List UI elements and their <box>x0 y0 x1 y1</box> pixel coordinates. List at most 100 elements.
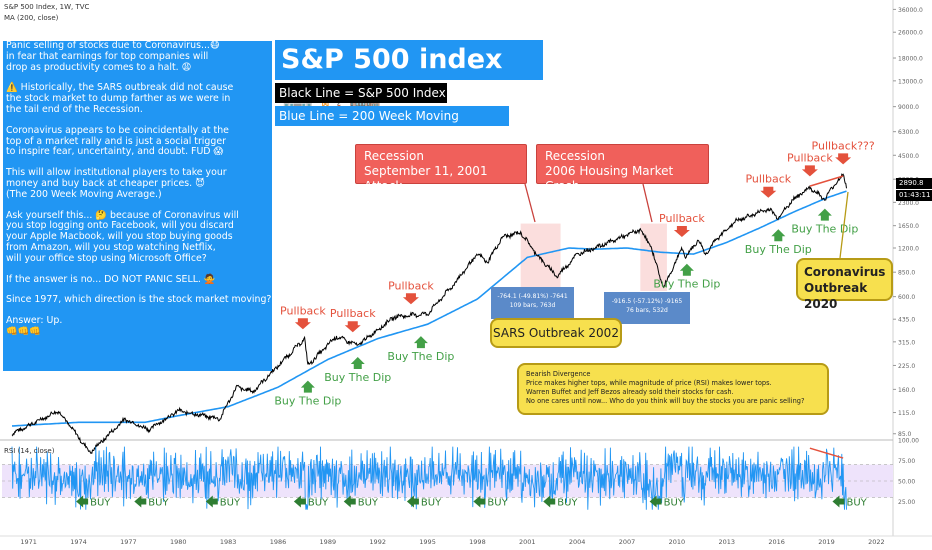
note-7: Since 1977, which direction is the stock… <box>6 294 272 306</box>
rsi-line <box>11 446 847 510</box>
x-tick-label: 2001 <box>519 538 536 546</box>
buy-dip-label: Buy The Dip <box>791 223 858 236</box>
x-tick-label: 1983 <box>220 538 237 546</box>
x-tick-label: 2019 <box>818 538 835 546</box>
recession-2001-line2: September 11, 2001 Attack <box>364 164 488 193</box>
buy-signal-arrow <box>293 495 306 508</box>
recession-2006-line1: Recession <box>545 149 605 163</box>
y-tick-label: 2300.0 <box>898 200 919 207</box>
y-tick-label: 225.0 <box>898 363 915 370</box>
buy-signal-arrow <box>649 495 662 508</box>
y-tick-label: 9000.0 <box>898 104 919 111</box>
y-tick-label: 850.0 <box>898 270 915 277</box>
bearish-divergence-note: Bearish Divergence Price makes higher to… <box>517 363 829 415</box>
y-tick-label: 26000.0 <box>898 30 923 37</box>
sp500-price-line <box>11 173 847 455</box>
buy-signal-arrow <box>473 495 486 508</box>
x-tick-label: 1974 <box>70 538 87 546</box>
commentary-box: Panic selling of stocks due to Coronavir… <box>3 40 272 371</box>
note-2: ⚠️ Historically, the SARS outbreak did n… <box>6 82 234 115</box>
buy-signal-label: BUY <box>846 498 867 509</box>
coronavirus-line2: Outbreak 2020 <box>804 281 868 311</box>
x-tick-label: 1998 <box>469 538 486 546</box>
symbol-header: S&P 500 Index, 1W, TVC <box>4 3 90 11</box>
buy-signal-label: BUY <box>421 498 442 509</box>
pullback-label: Pullback <box>787 151 833 164</box>
buy-signal-label: BUY <box>220 498 241 509</box>
pullback-label: Pullback??? <box>812 139 875 152</box>
y-tick-label: 6300.0 <box>898 129 919 136</box>
buy-dip-up-arrow <box>817 208 832 221</box>
note-8: Answer: Up. 👊👊👊 <box>6 315 63 337</box>
note-3: Coronavirus appears to be coincidentally… <box>6 124 229 158</box>
buy-signal-arrow <box>832 495 845 508</box>
price-divergence-line <box>809 175 844 187</box>
x-tick-label: 2016 <box>768 538 785 546</box>
buy-dip-up-arrow <box>350 356 365 369</box>
pullback-label: Pullback <box>280 304 326 317</box>
pullback-label: Pullback <box>659 212 705 225</box>
rsi-tick-label: 50.00 <box>898 479 915 486</box>
y-tick-label: 315.0 <box>898 339 915 346</box>
pullback-down-arrow <box>835 153 852 165</box>
pullback-down-arrow <box>801 165 818 177</box>
buy-signal-arrow <box>406 495 419 508</box>
buy-dip-label: Buy The Dip <box>324 371 391 384</box>
buy-signal-label: BUY <box>308 498 329 509</box>
measure-2001: -764.1 (-49.81%) -7641 109 bars, 763d <box>491 287 574 319</box>
buy-signal-label: BUY <box>487 498 508 509</box>
buy-dip-label: Buy The Dip <box>274 395 341 408</box>
countdown-badge: 01:43:11 <box>896 190 932 201</box>
buy-signal-label: BUY <box>90 498 111 509</box>
recession-2001-line1: Recession <box>364 149 424 163</box>
coronavirus-callout: Coronavirus Outbreak 2020 <box>796 258 893 311</box>
bearish-line3: No one cares until now... Who do you thi… <box>526 397 805 405</box>
chart-title: S&P 500 index 🏢🏗️🏬 <box>275 40 543 115</box>
rsi-tick-label: 75.00 <box>898 458 915 465</box>
rsi-tick-label: 100.00 <box>898 438 919 445</box>
x-tick-label: 1977 <box>120 538 137 546</box>
sars-callout: SARS Outbreak 2002 <box>490 318 622 348</box>
x-tick-label: 1986 <box>270 538 287 546</box>
pullback-down-arrow <box>294 318 311 330</box>
x-tick-label: 2013 <box>719 538 736 546</box>
legend-black-line: Black Line = S&P 500 Index <box>275 83 447 103</box>
y-tick-label: 160.0 <box>898 387 915 394</box>
measure-2001-change: -764.1 (-49.81%) -7641 <box>497 293 568 300</box>
note-5: Ask yourself this... 🤔 because of Corona… <box>6 209 239 264</box>
buy-signal-arrow <box>76 495 89 508</box>
x-tick-label: 1971 <box>20 538 37 546</box>
y-tick-label: 4500.0 <box>898 153 919 160</box>
bearish-line2: Warren Buffet and Jeff Bezos already sol… <box>526 388 734 396</box>
pullback-label: Pullback <box>745 173 791 186</box>
y-tick-label: 435.0 <box>898 317 915 324</box>
x-tick-label: 1992 <box>369 538 386 546</box>
y-tick-label: 18000.0 <box>898 56 923 63</box>
x-tick-label: 2022 <box>868 538 885 546</box>
recession-2006-line2: 2006 Housing Market Crash <box>545 164 674 193</box>
buy-signal-arrow <box>205 495 218 508</box>
buy-dip-label: Buy The Dip <box>653 278 720 291</box>
x-tick-label: 2004 <box>569 538 586 546</box>
pullback-down-arrow <box>673 226 690 238</box>
recession-2001-callout: Recession September 11, 2001 Attack <box>355 144 527 193</box>
measure-2001-bars: 109 bars, 763d <box>509 302 556 309</box>
y-tick-label: 13000.0 <box>898 78 923 85</box>
buy-signal-label: BUY <box>148 498 169 509</box>
buy-signal-arrow <box>134 495 147 508</box>
buy-signal-label: BUY <box>358 498 379 509</box>
buy-signal-arrow <box>343 495 356 508</box>
pullback-down-arrow <box>760 186 777 198</box>
pullback-down-arrow <box>344 321 361 333</box>
y-tick-label: 1200.0 <box>898 246 919 253</box>
bearish-title: Bearish Divergence <box>526 370 591 378</box>
buy-dip-up-arrow <box>413 336 428 349</box>
note-6: If the answer is no... DO NOT PANIC SELL… <box>6 273 216 285</box>
buy-dip-up-arrow <box>300 380 315 393</box>
note-1: Panic selling of stocks due to Coronavir… <box>6 40 220 73</box>
pullback-label: Pullback <box>388 279 434 292</box>
y-tick-label: 115.0 <box>898 410 915 417</box>
rsi-divergence-line <box>809 447 844 459</box>
